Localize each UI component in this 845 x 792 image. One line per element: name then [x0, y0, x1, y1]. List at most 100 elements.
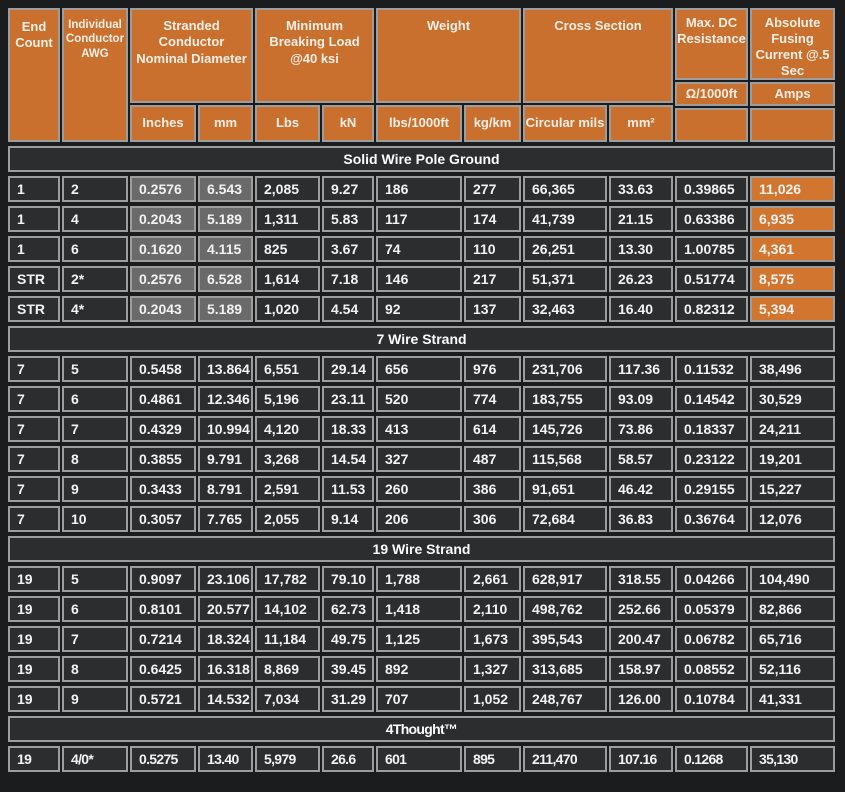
cell: 0.63386 [675, 206, 748, 232]
table-row: 19 4/0* 0.5275 13.40 5,979 26.6 601 895 211,470 1… [8, 746, 835, 772]
cell: 7 [8, 416, 60, 442]
cell: 8,869 [255, 656, 320, 682]
cell: 892 [376, 656, 462, 682]
cell: 2,661 [464, 566, 521, 592]
header-unit-lbs-per-1000ft: lbs/1000ft [376, 105, 462, 142]
cell: 93.09 [609, 386, 673, 412]
cell: 386 [464, 476, 521, 502]
table-row: 7 9 0.3433 8.791 2,591 11.53 260 386 91,651 46.42… [8, 476, 835, 502]
cell: 35,130 [750, 746, 835, 772]
cell: 6,935 [750, 206, 835, 232]
cell: 306 [464, 506, 521, 532]
cell: 327 [376, 446, 462, 472]
cell: 413 [376, 416, 462, 442]
cell: 7 [8, 476, 60, 502]
cell: 0.7214 [130, 626, 196, 652]
cell: 23.11 [322, 386, 374, 412]
cell: 0.82312 [675, 296, 748, 322]
cell: 895 [464, 746, 521, 772]
cell: 7,034 [255, 686, 320, 712]
table-row: 7 6 0.4861 12.346 5,196 23.11 520 774 183,755 93.… [8, 386, 835, 412]
cell: 41,739 [523, 206, 607, 232]
cell: 110 [464, 236, 521, 262]
cell: 14.54 [322, 446, 374, 472]
cell: 313,685 [523, 656, 607, 682]
cell: 498,762 [523, 596, 607, 622]
cell: 1 [8, 236, 60, 262]
cell: 5.189 [198, 206, 253, 232]
cell: 231,706 [523, 356, 607, 382]
cell: 601 [376, 746, 462, 772]
cell: 0.3433 [130, 476, 196, 502]
cell: 20.577 [198, 596, 253, 622]
cell: 0.4861 [130, 386, 196, 412]
cell: 36.83 [609, 506, 673, 532]
cell: 117 [376, 206, 462, 232]
cell: 79.10 [322, 566, 374, 592]
cell: 9 [62, 686, 128, 712]
cell: 1,311 [255, 206, 320, 232]
cell: 3.67 [322, 236, 374, 262]
cell: 49.75 [322, 626, 374, 652]
cell: 12.346 [198, 386, 253, 412]
cell: 6.543 [198, 176, 253, 202]
header-absolute-fusing-current: Absolute Fusing Current @.5 Sec Amps [750, 8, 835, 142]
cell: 30,529 [750, 386, 835, 412]
cell: 200.47 [609, 626, 673, 652]
cell: 2,591 [255, 476, 320, 502]
cell: 19 [8, 686, 60, 712]
cell: 1,614 [255, 266, 320, 292]
cell: 707 [376, 686, 462, 712]
cell: 0.08552 [675, 656, 748, 682]
cell: 4.115 [198, 236, 253, 262]
cell: 825 [255, 236, 320, 262]
cell: 13.40 [198, 746, 253, 772]
cell: 26.23 [609, 266, 673, 292]
header-spacer-cell [750, 108, 835, 142]
cell: 58.57 [609, 446, 673, 472]
header-group-weight: Weight lbs/1000ft kg/km [376, 8, 521, 142]
cell: 5.189 [198, 296, 253, 322]
cell: 211,470 [523, 746, 607, 772]
table-row: 19 6 0.8101 20.577 14,102 62.73 1,418 2,110 498,… [8, 596, 835, 622]
cell: 7 [62, 416, 128, 442]
cell: 158.97 [609, 656, 673, 682]
cell: 0.06782 [675, 626, 748, 652]
cell: 7 [8, 356, 60, 382]
cell: 183,755 [523, 386, 607, 412]
cell: 1,125 [376, 626, 462, 652]
cell: 206 [376, 506, 462, 532]
cell: 260 [376, 476, 462, 502]
cell: 4.54 [322, 296, 374, 322]
cell: 41,331 [750, 686, 835, 712]
cell: 91,651 [523, 476, 607, 502]
section-header: 4Thought™ [8, 716, 835, 742]
cell: 2 [62, 176, 128, 202]
cell: STR [8, 266, 60, 292]
cell: 7.765 [198, 506, 253, 532]
cell: 26,251 [523, 236, 607, 262]
cell: 1,052 [464, 686, 521, 712]
cell: 92 [376, 296, 462, 322]
cell: 0.36764 [675, 506, 748, 532]
cell: 614 [464, 416, 521, 442]
table-row: 7 7 0.4329 10.994 4,120 18.33 413 614 145,726 73.… [8, 416, 835, 442]
section-header: 19 Wire Strand [8, 536, 835, 562]
header-label-max-dc-resistance: Max. DC Resistance [675, 8, 748, 80]
cell: 10.994 [198, 416, 253, 442]
cell: 252.66 [609, 596, 673, 622]
cell: 0.2043 [130, 206, 196, 232]
cell: 19,201 [750, 446, 835, 472]
cell: 15,227 [750, 476, 835, 502]
cell: 2,085 [255, 176, 320, 202]
cell: 628,917 [523, 566, 607, 592]
cell: 4/0* [62, 746, 128, 772]
cell: 4 [62, 206, 128, 232]
cell: 19 [8, 656, 60, 682]
cell: 1,020 [255, 296, 320, 322]
cell: 0.1268 [675, 746, 748, 772]
cell: 5,394 [750, 296, 835, 322]
cell: 1,418 [376, 596, 462, 622]
cell: 0.39865 [675, 176, 748, 202]
wire-specification-table: End Count Individual Conductor AWG Stran… [8, 8, 835, 772]
